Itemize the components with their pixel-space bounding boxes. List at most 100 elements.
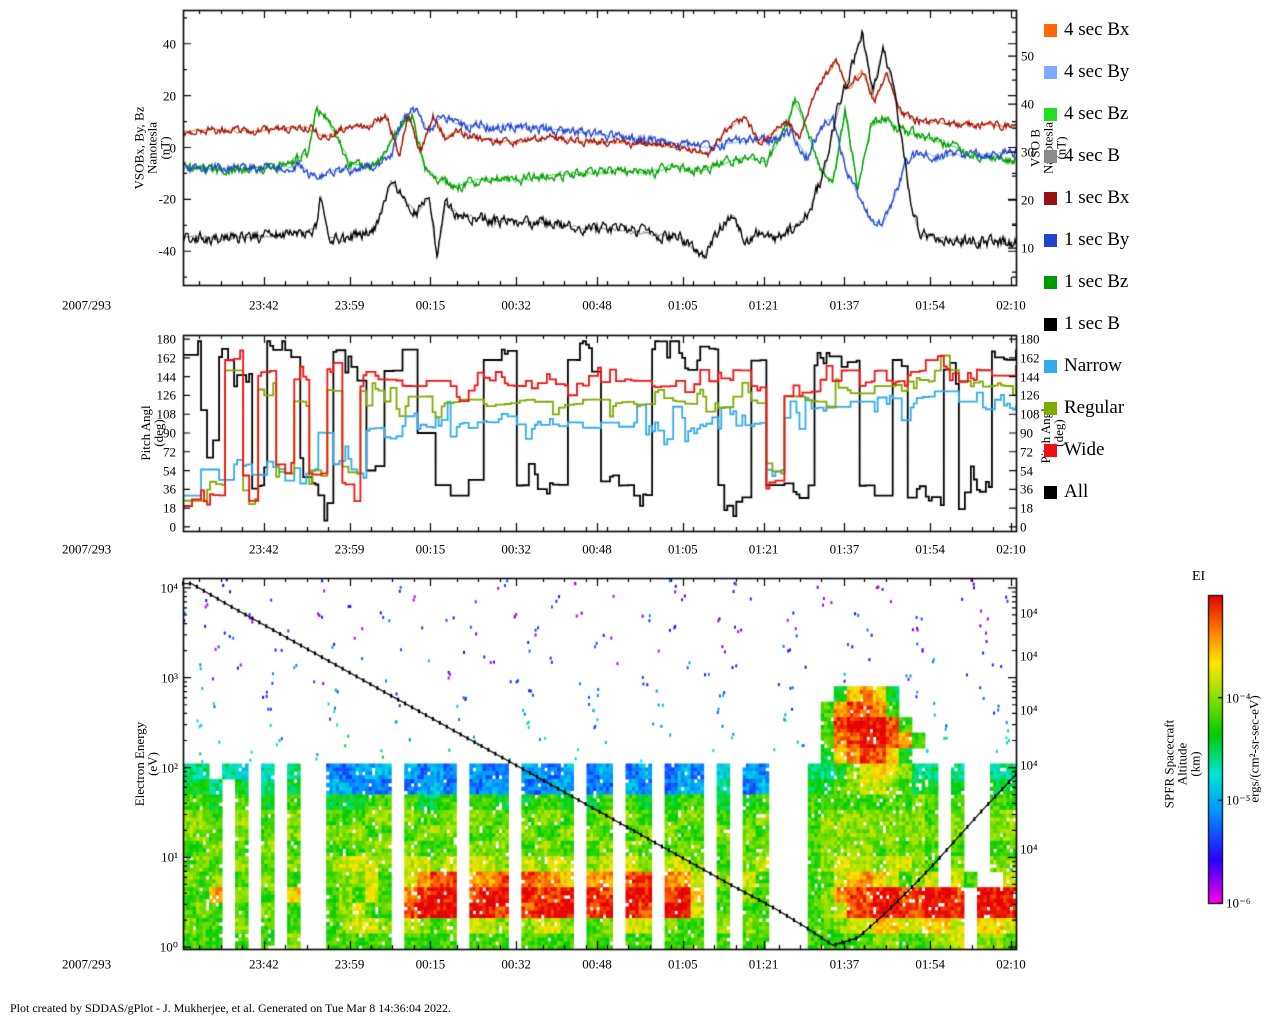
legend-item-4-sec-bz: 4 sec Bz	[1044, 103, 1128, 125]
energy-ytick: 10¹	[161, 849, 178, 865]
legend-swatch	[1044, 317, 1057, 331]
time-tick-label: 00:32	[501, 297, 531, 313]
pitch-ytick-right: 72	[1020, 444, 1033, 460]
legend-swatch	[1044, 107, 1057, 121]
legend-swatch	[1044, 149, 1057, 163]
legend-swatch	[1044, 443, 1057, 457]
legend-label: Narrow	[1064, 355, 1123, 376]
pitch-left-axis-title-line: (deg)	[151, 419, 166, 447]
pitch-ytick-right: 54	[1020, 463, 1033, 479]
mag-ytick-left: -20	[158, 191, 176, 207]
time-tick-label: 01:21	[748, 956, 779, 972]
legend-item-1-sec-bz: 1 sec Bz	[1044, 271, 1128, 293]
time-tick-label: 01:21	[748, 541, 779, 557]
altitude-ytick: 10⁴	[1020, 605, 1038, 621]
time-tick-label: 00:15	[415, 541, 446, 557]
time-tick-label: 01:37	[829, 956, 860, 972]
time-tick-label: 00:15	[415, 297, 446, 313]
time-tick-label: 00:48	[582, 541, 612, 557]
legend-label: 4 sec Bx	[1064, 19, 1130, 40]
legend-item-1-sec-b: 1 sec B	[1044, 313, 1120, 335]
legend-swatch	[1044, 23, 1057, 37]
altitude-ytick: 10⁴	[1020, 841, 1038, 857]
pitch-ytick-right: 180	[1020, 331, 1040, 347]
time-tick-label: 01:54	[915, 541, 945, 557]
pitch-ytick-right: 108	[1020, 406, 1040, 422]
time-tick-label: 01:21	[748, 297, 779, 313]
time-tick-label: 01:05	[667, 297, 698, 313]
time-tick-label: 00:15	[415, 956, 446, 972]
mag-ytick-left: 40	[163, 36, 176, 52]
pitch-ytick-left: 72	[163, 444, 176, 460]
mag-ytick-right: 10	[1021, 240, 1034, 256]
legend-label: Wide	[1064, 439, 1105, 460]
pitch-ytick-right: 162	[1020, 350, 1040, 366]
energy-left-axis-title-line: (eV)	[145, 751, 160, 776]
colorbar-tick: 10⁻⁴	[1226, 690, 1251, 706]
pitch-ytick-left: 162	[156, 350, 177, 366]
legend-item-narrow: Narrow	[1044, 355, 1122, 377]
pitch-ytick-left: 126	[156, 387, 177, 403]
time-tick-label: 02:10	[996, 956, 1026, 972]
legend-label: 1 sec By	[1064, 229, 1130, 250]
mag-ytick-right: 50	[1021, 48, 1034, 64]
time-tick-label: 23:42	[248, 541, 279, 557]
pitch-ytick-right: 90	[1020, 425, 1033, 441]
date-label: 2007/293	[62, 956, 112, 972]
altitude-axis-title: SPFR Spacecraft Altitude (km)	[1162, 719, 1203, 807]
time-tick-label: 23:59	[334, 541, 365, 557]
time-tick-label: 02:10	[996, 541, 1026, 557]
pitch-ytick-left: 90	[163, 425, 176, 441]
colorbar-title: EI	[1192, 569, 1206, 584]
legend-item-1-sec-by: 1 sec By	[1044, 229, 1129, 251]
altitude-ytick: 10⁴	[1020, 702, 1038, 718]
time-tick-label: 01:54	[915, 297, 945, 313]
pitch-ytick-right: 0	[1020, 519, 1027, 535]
altitude-axis-title-line: (km)	[1187, 750, 1203, 777]
legend-label: All	[1064, 481, 1089, 502]
mag-ytick-right: 40	[1021, 96, 1034, 112]
pitch-ytick-left: 180	[156, 331, 177, 347]
legend-item-4-sec-bx: 4 sec Bx	[1044, 19, 1129, 41]
legend-swatch	[1044, 275, 1057, 289]
time-tick-label: 00:32	[501, 956, 531, 972]
time-tick-label: 23:42	[248, 956, 279, 972]
legend-label: 4 sec By	[1064, 61, 1130, 82]
legend-item-all: All	[1044, 481, 1088, 503]
altitude-ytick: 10⁴	[1020, 757, 1038, 773]
pitch-ytick-left: 108	[156, 406, 177, 422]
colorbar-tick: 10⁻⁶	[1226, 895, 1251, 911]
time-tick-label: 01:37	[829, 541, 860, 557]
time-tick-label: 23:59	[334, 956, 365, 972]
mag-left-axis-title: VSOBx, By, Bz Nanotesla (nT)	[132, 106, 173, 189]
legend-item-1-sec-bx: 1 sec Bx	[1044, 187, 1129, 209]
footer-credit: Plot created by SDDAS/gPlot - J. Mukherj…	[10, 1001, 451, 1015]
pitch-ytick-left: 144	[156, 369, 177, 385]
time-tick-label: 01:05	[667, 541, 698, 557]
time-tick-label: 02:10	[996, 297, 1026, 313]
legend-label: 1 sec B	[1064, 313, 1120, 334]
energy-ytick: 10⁴	[160, 580, 178, 596]
energy-ytick: 10³	[161, 670, 178, 686]
legend-label: 4 sec B	[1064, 145, 1120, 166]
pitch-ytick-left: 36	[163, 481, 176, 497]
time-tick-label: 00:48	[582, 297, 612, 313]
time-tick-label: 01:54	[915, 956, 945, 972]
legend-label: 1 sec Bz	[1064, 271, 1129, 292]
time-tick-label: 23:59	[334, 297, 365, 313]
legend-swatch	[1044, 485, 1057, 499]
mag-ytick-left: 0	[169, 140, 177, 155]
time-tick-label: 23:42	[248, 297, 279, 313]
altitude-ytick: 10⁴	[1020, 648, 1038, 664]
colorbar-unit-label: ergs/(cm²-sr-sec-eV)	[1247, 695, 1262, 802]
mag-ytick-right: 20	[1021, 192, 1034, 208]
energy-ytick: 10²	[161, 760, 178, 776]
time-tick-label: 01:37	[829, 297, 860, 313]
time-tick-label: 01:05	[667, 956, 698, 972]
colorbar-tick: 10⁻⁵	[1226, 792, 1251, 808]
date-label: 2007/293	[62, 297, 112, 313]
pitch-ytick-right: 126	[1020, 387, 1040, 403]
